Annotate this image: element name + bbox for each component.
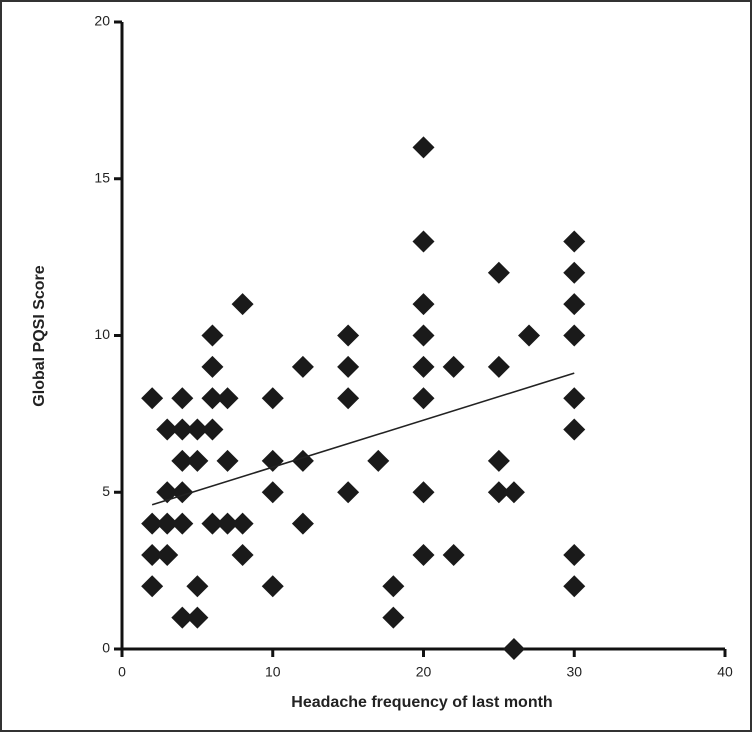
point: [186, 449, 209, 472]
point: [337, 481, 360, 504]
x-axis-label: Headache frequency of last month: [291, 694, 552, 711]
point: [156, 418, 179, 441]
point: [156, 543, 179, 566]
point: [201, 387, 224, 410]
point: [563, 575, 586, 598]
point: [141, 387, 164, 410]
point: [442, 543, 465, 566]
point: [563, 324, 586, 347]
y-tick-label: 20: [94, 13, 110, 29]
point: [156, 512, 179, 535]
point: [502, 481, 525, 504]
point: [487, 449, 510, 472]
point: [382, 575, 405, 598]
point: [487, 481, 510, 504]
point: [186, 575, 209, 598]
point: [367, 449, 390, 472]
point: [216, 387, 239, 410]
point: [337, 324, 360, 347]
point: [201, 418, 224, 441]
point: [231, 293, 254, 316]
point: [412, 481, 435, 504]
point: [412, 355, 435, 378]
point: [186, 418, 209, 441]
point: [291, 355, 314, 378]
point: [201, 324, 224, 347]
point: [171, 387, 194, 410]
point: [502, 638, 525, 660]
point: [563, 261, 586, 284]
point: [412, 387, 435, 410]
point: [412, 136, 435, 159]
point: [337, 387, 360, 410]
point: [141, 575, 164, 598]
point: [382, 606, 405, 629]
point: [171, 449, 194, 472]
point: [231, 543, 254, 566]
x-tick-label: 0: [118, 664, 126, 680]
point: [231, 512, 254, 535]
point: [186, 606, 209, 629]
point: [442, 355, 465, 378]
point: [216, 449, 239, 472]
y-tick-label: 10: [94, 326, 110, 342]
point: [518, 324, 541, 347]
x-tick-label: 20: [416, 664, 432, 680]
point: [337, 355, 360, 378]
point: [261, 575, 284, 598]
trend-line: [151, 372, 575, 506]
point: [563, 418, 586, 441]
point: [291, 512, 314, 535]
point: [563, 230, 586, 253]
point: [261, 387, 284, 410]
y-tick-label: 5: [102, 483, 110, 499]
point: [201, 355, 224, 378]
point: [171, 512, 194, 535]
point: [261, 481, 284, 504]
point: [141, 543, 164, 566]
y-tick-label: 15: [94, 169, 110, 185]
point: [563, 387, 586, 410]
point: [412, 324, 435, 347]
y-tick-label: 0: [102, 640, 110, 656]
point: [487, 261, 510, 284]
point: [216, 512, 239, 535]
point: [563, 293, 586, 316]
point: [412, 230, 435, 253]
x-tick-label: 40: [717, 664, 733, 680]
point: [412, 293, 435, 316]
point: [201, 512, 224, 535]
point: [563, 543, 586, 566]
point: [487, 355, 510, 378]
y-axis-label: Global PQSI Score: [31, 265, 48, 406]
x-tick-label: 30: [566, 664, 582, 680]
point: [261, 449, 284, 472]
point: [412, 543, 435, 566]
point: [171, 418, 194, 441]
point: [171, 606, 194, 629]
x-tick-label: 10: [265, 664, 281, 680]
point: [141, 512, 164, 535]
